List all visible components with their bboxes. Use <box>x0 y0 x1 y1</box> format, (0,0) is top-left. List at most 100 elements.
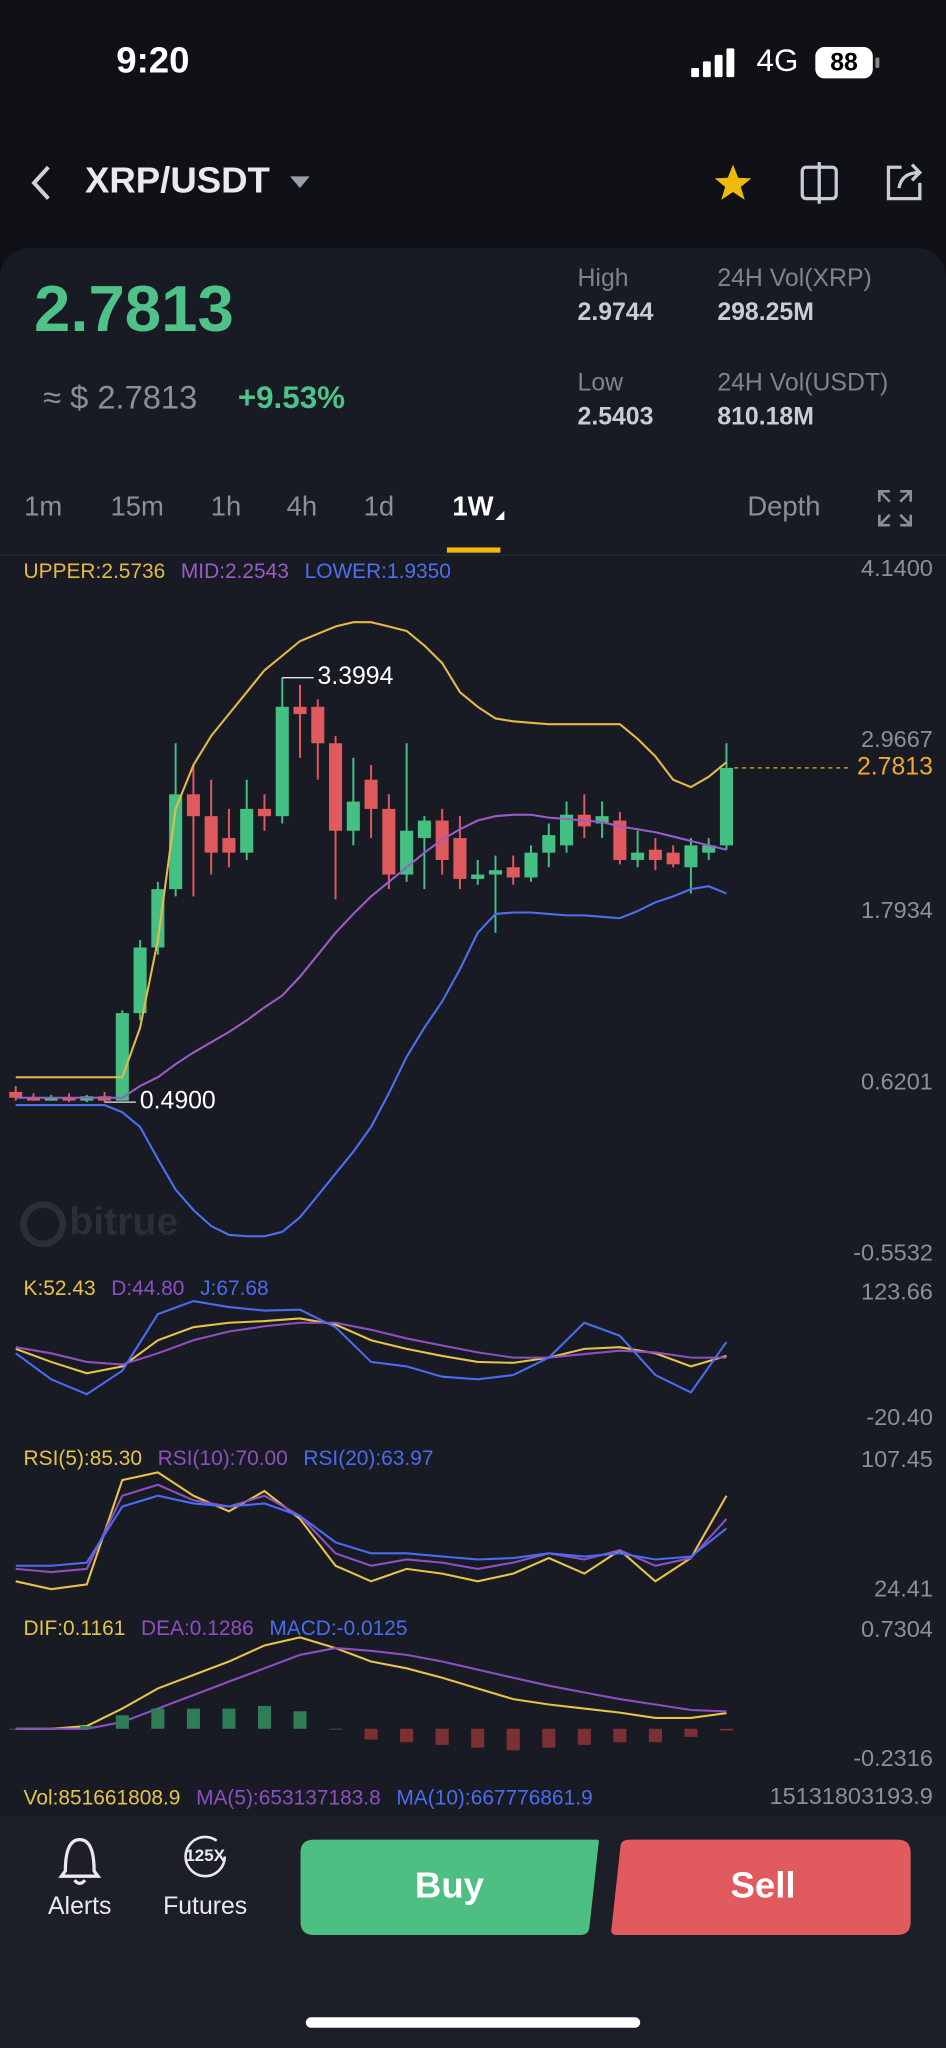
y-tick-label: 24.41 <box>874 1575 933 1601</box>
fullscreen-icon[interactable] <box>878 489 912 527</box>
candle-body <box>275 706 289 817</box>
status-time: 9:20 <box>116 39 189 80</box>
vol-quote-label: 24H Vol(USDT) <box>717 370 888 397</box>
histogram-bar <box>9 1728 23 1730</box>
indicator-line <box>15 1636 727 1730</box>
histogram-bar <box>471 1728 485 1748</box>
interval-tab[interactable]: 1m <box>24 490 62 521</box>
histogram-bar <box>684 1728 698 1737</box>
sell-label[interactable]: Sell <box>731 1865 796 1906</box>
candle-body <box>257 808 272 817</box>
legend-entry: DEA:0.1286 <box>141 1617 254 1640</box>
last-price: 2.7813 <box>34 272 234 345</box>
candle-body <box>631 852 645 860</box>
buy-label[interactable]: Buy <box>415 1865 485 1906</box>
indicator-line <box>15 1647 727 1730</box>
network: 4G <box>757 43 799 78</box>
pair-title[interactable]: XRP/USDT <box>85 160 270 201</box>
y-tick-label: 0.6201 <box>861 1068 933 1094</box>
candle-body <box>613 820 627 860</box>
vol-base-label: 24H Vol(XRP) <box>717 265 871 292</box>
alerts-label[interactable]: Alerts <box>48 1893 111 1920</box>
candle-body <box>666 852 680 865</box>
legend-entry: DIF:0.1161 <box>24 1617 126 1640</box>
candle-body <box>719 767 734 846</box>
candle-body <box>311 706 325 744</box>
histogram-bar <box>44 1728 58 1730</box>
candle-body <box>417 820 431 839</box>
legend-entry: RSI(5):85.30 <box>24 1447 142 1470</box>
battery-nub <box>875 57 880 68</box>
indicator-line <box>15 1317 727 1375</box>
legend-entry: RSI(20):63.97 <box>303 1447 433 1470</box>
depth-tab[interactable]: Depth <box>747 490 820 521</box>
candle-body <box>542 835 556 853</box>
watermark <box>20 1201 67 1248</box>
histogram-bar <box>257 1705 272 1729</box>
indicator-line <box>15 1299 728 1396</box>
histogram-bar <box>186 1708 200 1729</box>
candle-body <box>169 794 183 890</box>
back-button[interactable] <box>31 165 50 200</box>
share-icon[interactable] <box>886 163 923 201</box>
legend-entry: LOWER:1.9350 <box>305 560 451 583</box>
candle-body <box>26 1097 41 1101</box>
candle-body <box>524 852 538 878</box>
futures-label[interactable]: Futures <box>163 1893 247 1920</box>
candle-body <box>453 838 467 879</box>
histogram-bar <box>542 1728 556 1748</box>
indicator-line <box>15 813 727 1099</box>
vol-base-value: 298.25M <box>717 299 814 326</box>
interval-tab[interactable]: 15m <box>111 490 164 521</box>
compare-icon[interactable] <box>800 162 838 204</box>
histogram-bar <box>329 1728 343 1730</box>
interval-tab[interactable]: 1W <box>452 490 493 521</box>
candle-body <box>329 743 343 831</box>
pair-dropdown[interactable] <box>290 176 310 189</box>
legend-entry: MID:2.2543 <box>181 560 289 583</box>
active-marker <box>495 510 505 521</box>
annotation-label: 0.4900 <box>140 1088 216 1115</box>
ticker-card <box>0 248 946 2048</box>
indicator-line <box>15 1494 728 1567</box>
y-tick-label: 123.66 <box>861 1279 933 1305</box>
legend-entry: MA(10):667776861.9 <box>396 1787 592 1810</box>
candle-body <box>115 1013 129 1101</box>
y-tick-label: 15131803193.9 <box>770 1783 933 1809</box>
histogram-bar <box>613 1728 627 1743</box>
candle-body <box>471 874 485 879</box>
vol-quote-value: 810.18M <box>717 404 814 431</box>
futures-icon[interactable] <box>184 1835 227 1878</box>
candle-body <box>560 814 574 846</box>
last-price-label: 2.7813 <box>857 753 933 780</box>
battery-level: 88 <box>830 50 858 77</box>
histogram-bar <box>719 1728 734 1731</box>
legend-entry: Vol:851661808.9 <box>24 1787 181 1810</box>
interval-tab[interactable]: 4h <box>287 490 318 521</box>
usd-price: ≈ $ 2.7813 <box>43 378 197 415</box>
interval-tab[interactable]: 1h <box>211 490 242 521</box>
y-tick-label: 2.9667 <box>861 726 933 752</box>
histogram-bar <box>115 1715 129 1729</box>
candle-body <box>488 870 503 875</box>
futures-badge[interactable]: 125X <box>185 1846 225 1865</box>
sell-button[interactable] <box>611 1839 911 1935</box>
y-tick-label: -0.5532 <box>853 1239 933 1265</box>
legend-entry: UPPER:2.5736 <box>24 560 166 583</box>
favorite-star[interactable] <box>714 164 752 200</box>
buy-button[interactable] <box>300 1839 599 1935</box>
histogram-bar <box>648 1728 662 1743</box>
interval-tab[interactable]: 1d <box>364 490 395 521</box>
legend-entry: MA(5):653137183.8 <box>196 1787 381 1810</box>
candle-body <box>240 808 254 853</box>
alerts-icon[interactable] <box>58 1837 102 1885</box>
candle-body <box>346 801 360 831</box>
legend-entry: D:44.80 <box>111 1277 184 1300</box>
histogram-bar <box>151 1708 165 1729</box>
y-tick-label: -0.2316 <box>853 1745 933 1771</box>
candle-body <box>9 1091 23 1098</box>
histogram-bar <box>293 1711 307 1729</box>
candle-body <box>133 947 147 1014</box>
histogram-bar <box>222 1708 236 1729</box>
